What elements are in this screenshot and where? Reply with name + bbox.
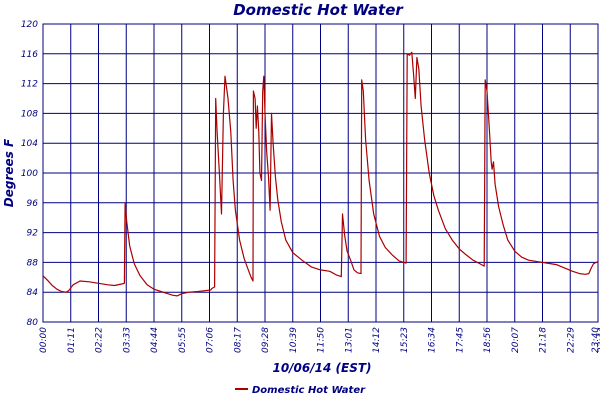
x-tick-label: 23:44	[597, 327, 600, 353]
x-tick-label: 14:12	[372, 327, 382, 353]
y-tick-label: 96	[27, 199, 39, 209]
x-tick-label: 01:11	[67, 327, 77, 353]
grid	[43, 23, 598, 323]
x-tick-label: 13:01	[344, 327, 354, 353]
x-tick-label: 09:28	[261, 327, 271, 353]
x-tick-label: 03:33	[122, 327, 132, 353]
y-tick-label: 88	[27, 258, 39, 268]
x-tick-label: 15:23	[400, 327, 410, 353]
x-tick-label: 11:50	[317, 327, 327, 353]
y-tick-label: 104	[21, 139, 38, 149]
x-tick-label: 21:18	[539, 327, 549, 353]
plot-frame	[42, 23, 599, 323]
x-tick-label: 18:56	[483, 327, 493, 353]
y-tick-label: 120	[21, 20, 38, 30]
y-tick-label: 100	[21, 169, 38, 179]
x-tick-label: 23:40	[591, 327, 600, 353]
chart-title: Domestic Hot Water	[233, 1, 404, 19]
y-tick-label: 80	[27, 318, 39, 328]
x-tick-label: 02:22	[95, 327, 105, 353]
x-tick-label: 00:00	[39, 327, 49, 353]
x-tick-label: 10:39	[289, 327, 299, 353]
y-axis-ticks: 80 84 88 92 96 100 104 108 112 116 120	[21, 20, 38, 328]
x-tick-label: 07:06	[206, 327, 216, 353]
y-tick-label: 92	[27, 229, 39, 239]
y-tick-label: 112	[21, 80, 38, 90]
x-tick-label: 17:45	[455, 327, 465, 353]
series-layer	[42, 51, 599, 297]
legend: Domestic Hot Water	[235, 385, 366, 396]
y-axis-title: Degrees F	[2, 138, 16, 207]
x-tick-label: 04:44	[150, 327, 160, 353]
x-axis-title: 10/06/14 (EST)	[272, 361, 371, 375]
x-axis-ticks: 00:00 01:11 02:22 03:33 04:44 05:55 07:06 08:17…	[39, 327, 600, 353]
x-tick-label: 16:34	[428, 327, 438, 353]
y-tick-label: 84	[27, 288, 39, 298]
x-tick-label: 22:29	[566, 327, 576, 353]
x-tick-label: 08:17	[233, 327, 243, 353]
x-tick-label: 20:07	[511, 327, 521, 353]
y-tick-label: 116	[21, 50, 38, 60]
x-tick-label: 05:55	[178, 327, 188, 353]
legend-label: Domestic Hot Water	[252, 385, 366, 396]
y-tick-label: 108	[21, 109, 38, 119]
series-line-domestic-hot-water	[42, 51, 599, 297]
